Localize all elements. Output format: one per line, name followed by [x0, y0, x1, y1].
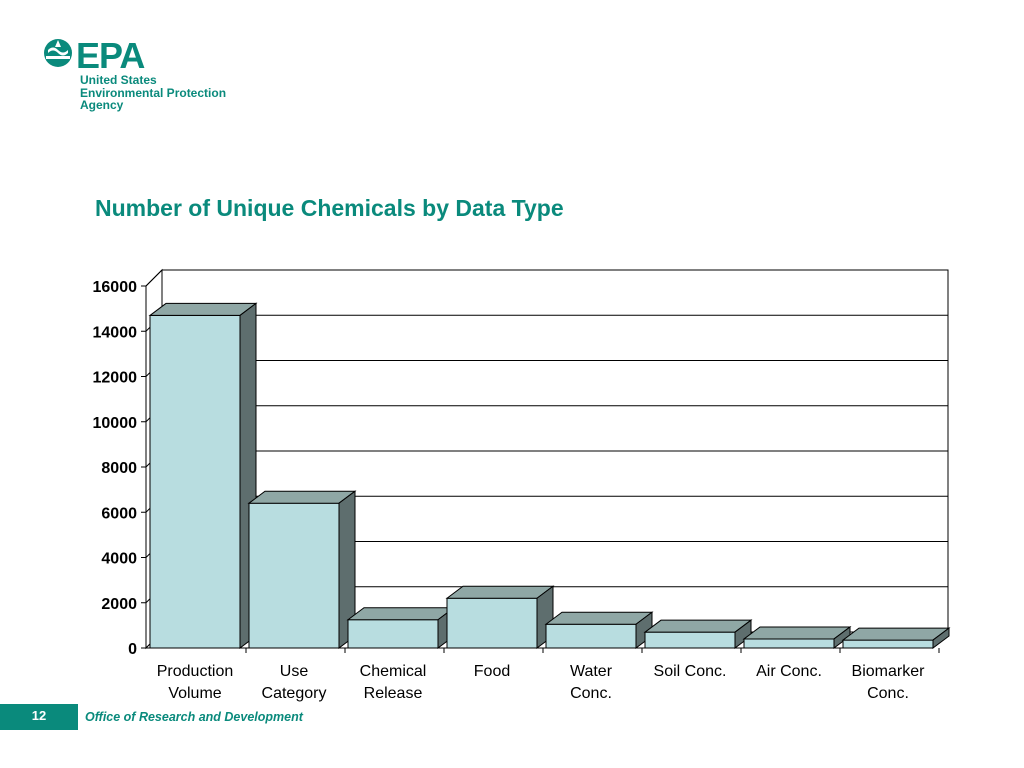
x-tick-label: Production Volume [157, 663, 234, 702]
y-tick-label: 12000 [93, 370, 138, 387]
bar-front [842, 639, 934, 649]
bar-top [643, 619, 753, 633]
bar [247, 490, 357, 649]
bar-front [446, 597, 538, 649]
x-tick-label: Soil Conc. [654, 663, 727, 680]
x-tick-label: Water Conc. [570, 663, 613, 702]
bar [445, 585, 555, 649]
chart-title: Number of Unique Chemicals by Data Type [95, 195, 564, 221]
y-tick-label: 2000 [101, 596, 137, 613]
epa-logo-icon: EPA [44, 36, 146, 76]
footer-bar [0, 704, 78, 730]
bar-top [445, 585, 555, 599]
y-tick-label: 16000 [93, 279, 138, 296]
footer-org: Office of Research and Development [85, 710, 303, 724]
y-tick-label: 8000 [101, 460, 137, 477]
bar-top [841, 627, 951, 641]
y-tick-label: 4000 [101, 551, 137, 568]
agency-line-3: Agency [80, 98, 124, 112]
y-tick-label: 14000 [93, 324, 138, 341]
bar [346, 606, 456, 649]
bar-front [347, 619, 439, 649]
bar [742, 625, 852, 649]
bar-top [742, 626, 852, 640]
epa-logo: EPA United States Environmental Protecti… [42, 36, 262, 116]
agency-line-2: Environmental Protection [80, 85, 227, 100]
bar-top [148, 302, 258, 316]
y-tick-label: 0 [128, 641, 137, 658]
agency-line-1: United States [80, 73, 157, 87]
x-tick-label: Food [474, 663, 510, 680]
bar-front [248, 502, 340, 649]
x-tick-label: Biomarker Conc. [852, 663, 926, 702]
bar [544, 611, 654, 649]
bar-top [346, 607, 456, 621]
page-number: 12 [31, 708, 47, 723]
gridline-side [145, 269, 163, 287]
bar-top [247, 490, 357, 504]
x-tick-label: Use Category [262, 663, 327, 702]
bar [148, 302, 258, 649]
y-tick-label: 10000 [93, 415, 138, 432]
bar [841, 627, 951, 649]
bar-top [544, 611, 654, 625]
bar-side [932, 627, 950, 649]
y-tick-label: 6000 [101, 505, 137, 522]
bar [643, 619, 753, 649]
x-tick-label: Chemical Release [360, 663, 427, 702]
bar-front [545, 623, 637, 649]
bar-front [149, 314, 241, 649]
x-tick-label: Air Conc. [756, 663, 822, 680]
bar-front [743, 638, 835, 649]
epa-wordmark: EPA [76, 36, 145, 76]
bar-front [644, 631, 736, 649]
agency-name: United States Environmental Protection A… [80, 74, 226, 112]
